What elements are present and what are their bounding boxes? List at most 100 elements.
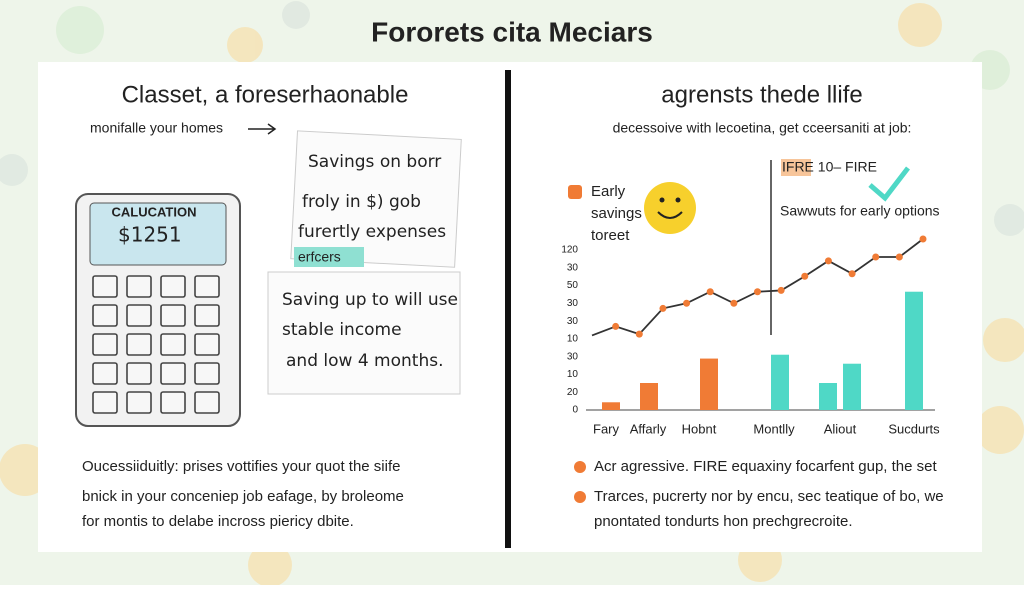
line-point [777,286,785,294]
bullet-line: pnontated tondurts hon prechgrecroite. [594,513,853,530]
line-point [848,270,856,278]
line-point [801,272,809,280]
x-tick-label: Hobnt [682,421,717,436]
key [126,304,152,327]
note-line: Savings on borr [308,152,441,172]
y-tick-label: 0 [572,405,578,416]
subtitle: decessoive with lecoetina, get cceersani… [613,120,912,136]
bullet [574,491,586,503]
y-tick-label: 30 [567,316,579,327]
line-point [706,288,714,296]
legend-line: savings [591,205,642,222]
key [92,275,118,298]
note-line: froly in $) gob [302,192,421,212]
key [194,362,220,385]
note1 [290,130,462,268]
calc-screen [89,202,227,266]
line-point [659,304,667,312]
line-point [730,299,738,307]
y-tick-label: 50 [567,280,579,291]
line-point [683,299,691,307]
y-tick-label: 30 [567,351,579,362]
smiley-eye [675,197,681,203]
key [92,391,118,414]
bullet [574,461,586,473]
legend-line: Early [591,183,626,200]
note-line: furertly expenses [298,222,446,242]
left-heading: Classet, a foreserhaonable [122,81,409,108]
x-tick-label: Aliout [824,421,857,436]
note-line: and low 4 months. [286,351,443,371]
legend-swatch [568,185,582,199]
key [160,333,186,356]
chart: 120 30 50 30 30 10 30 10 20 0 Fary Affarly Hobnt Mont… [561,235,940,436]
key [92,362,118,385]
line-point [872,253,880,261]
line-point [754,288,761,296]
divider [505,70,511,548]
y-tick-label: 30 [567,262,579,273]
key [194,391,220,414]
key [126,275,152,298]
y-tick-label: 20 [567,387,579,398]
annotation: Sawwuts for early options [780,203,940,219]
bar [700,358,718,410]
line-point [612,322,620,330]
line-point [824,257,832,265]
keypad [92,275,220,414]
smiley-mouth [657,211,683,219]
title: Fororets cita Meciars [371,16,653,47]
key [194,333,220,356]
key [126,362,152,385]
legend-line: toreet [591,227,630,244]
paragraph-line: bnick in your conceniep job eafage, by b… [82,488,404,505]
smiley-eye [659,197,665,203]
key [160,391,186,414]
check [868,166,910,202]
y-tick-label: 10 [567,369,579,380]
x-tick-label: Fary [593,421,620,436]
bar [771,354,789,410]
bar [640,383,658,410]
y-tick-label: 30 [567,298,579,309]
sticker-text: erfcers [298,249,341,265]
arrow [248,123,277,135]
right-heading: agrensts thede llife [661,81,862,108]
key [160,304,186,327]
key [160,275,186,298]
line-point [635,330,643,338]
key [160,362,186,385]
caption: monifalle your homes [90,120,223,136]
bullet-line: Trarces, pucrerty nor by encu, sec teati… [594,488,944,505]
line-point [895,253,903,261]
bar [843,363,861,410]
calc-display: $1251 [118,223,182,247]
note2 [267,271,461,395]
bar [602,402,620,410]
key [126,333,152,356]
calc-label: CALUCATION [112,204,197,219]
sticker [294,247,364,267]
key [92,304,118,327]
x-tick-label: Affarly [630,421,667,436]
y-tick-label: 120 [561,245,578,256]
key [92,333,118,356]
smiley [644,182,696,234]
paragraph-line: Oucessiiduitly: prises vottifies your qu… [82,458,400,475]
bullet-line: Acr agressive. FIRE equaxiny focarfent g… [594,458,938,475]
key [194,275,220,298]
bar [905,291,923,410]
key [126,391,152,414]
marker-label: IFRE 10– FIRE [782,159,877,175]
note-line: stable income [282,320,402,340]
x-tick-label: Montlly [753,421,795,436]
bar [819,383,837,410]
key [194,304,220,327]
line-point [919,235,927,243]
y-tick-label: 10 [567,334,579,345]
note-line: Saving up to will use [282,290,458,310]
x-tick-label: Sucdurts [888,421,940,436]
paragraph-line: for montis to delabe incross piericy dbi… [82,513,354,530]
